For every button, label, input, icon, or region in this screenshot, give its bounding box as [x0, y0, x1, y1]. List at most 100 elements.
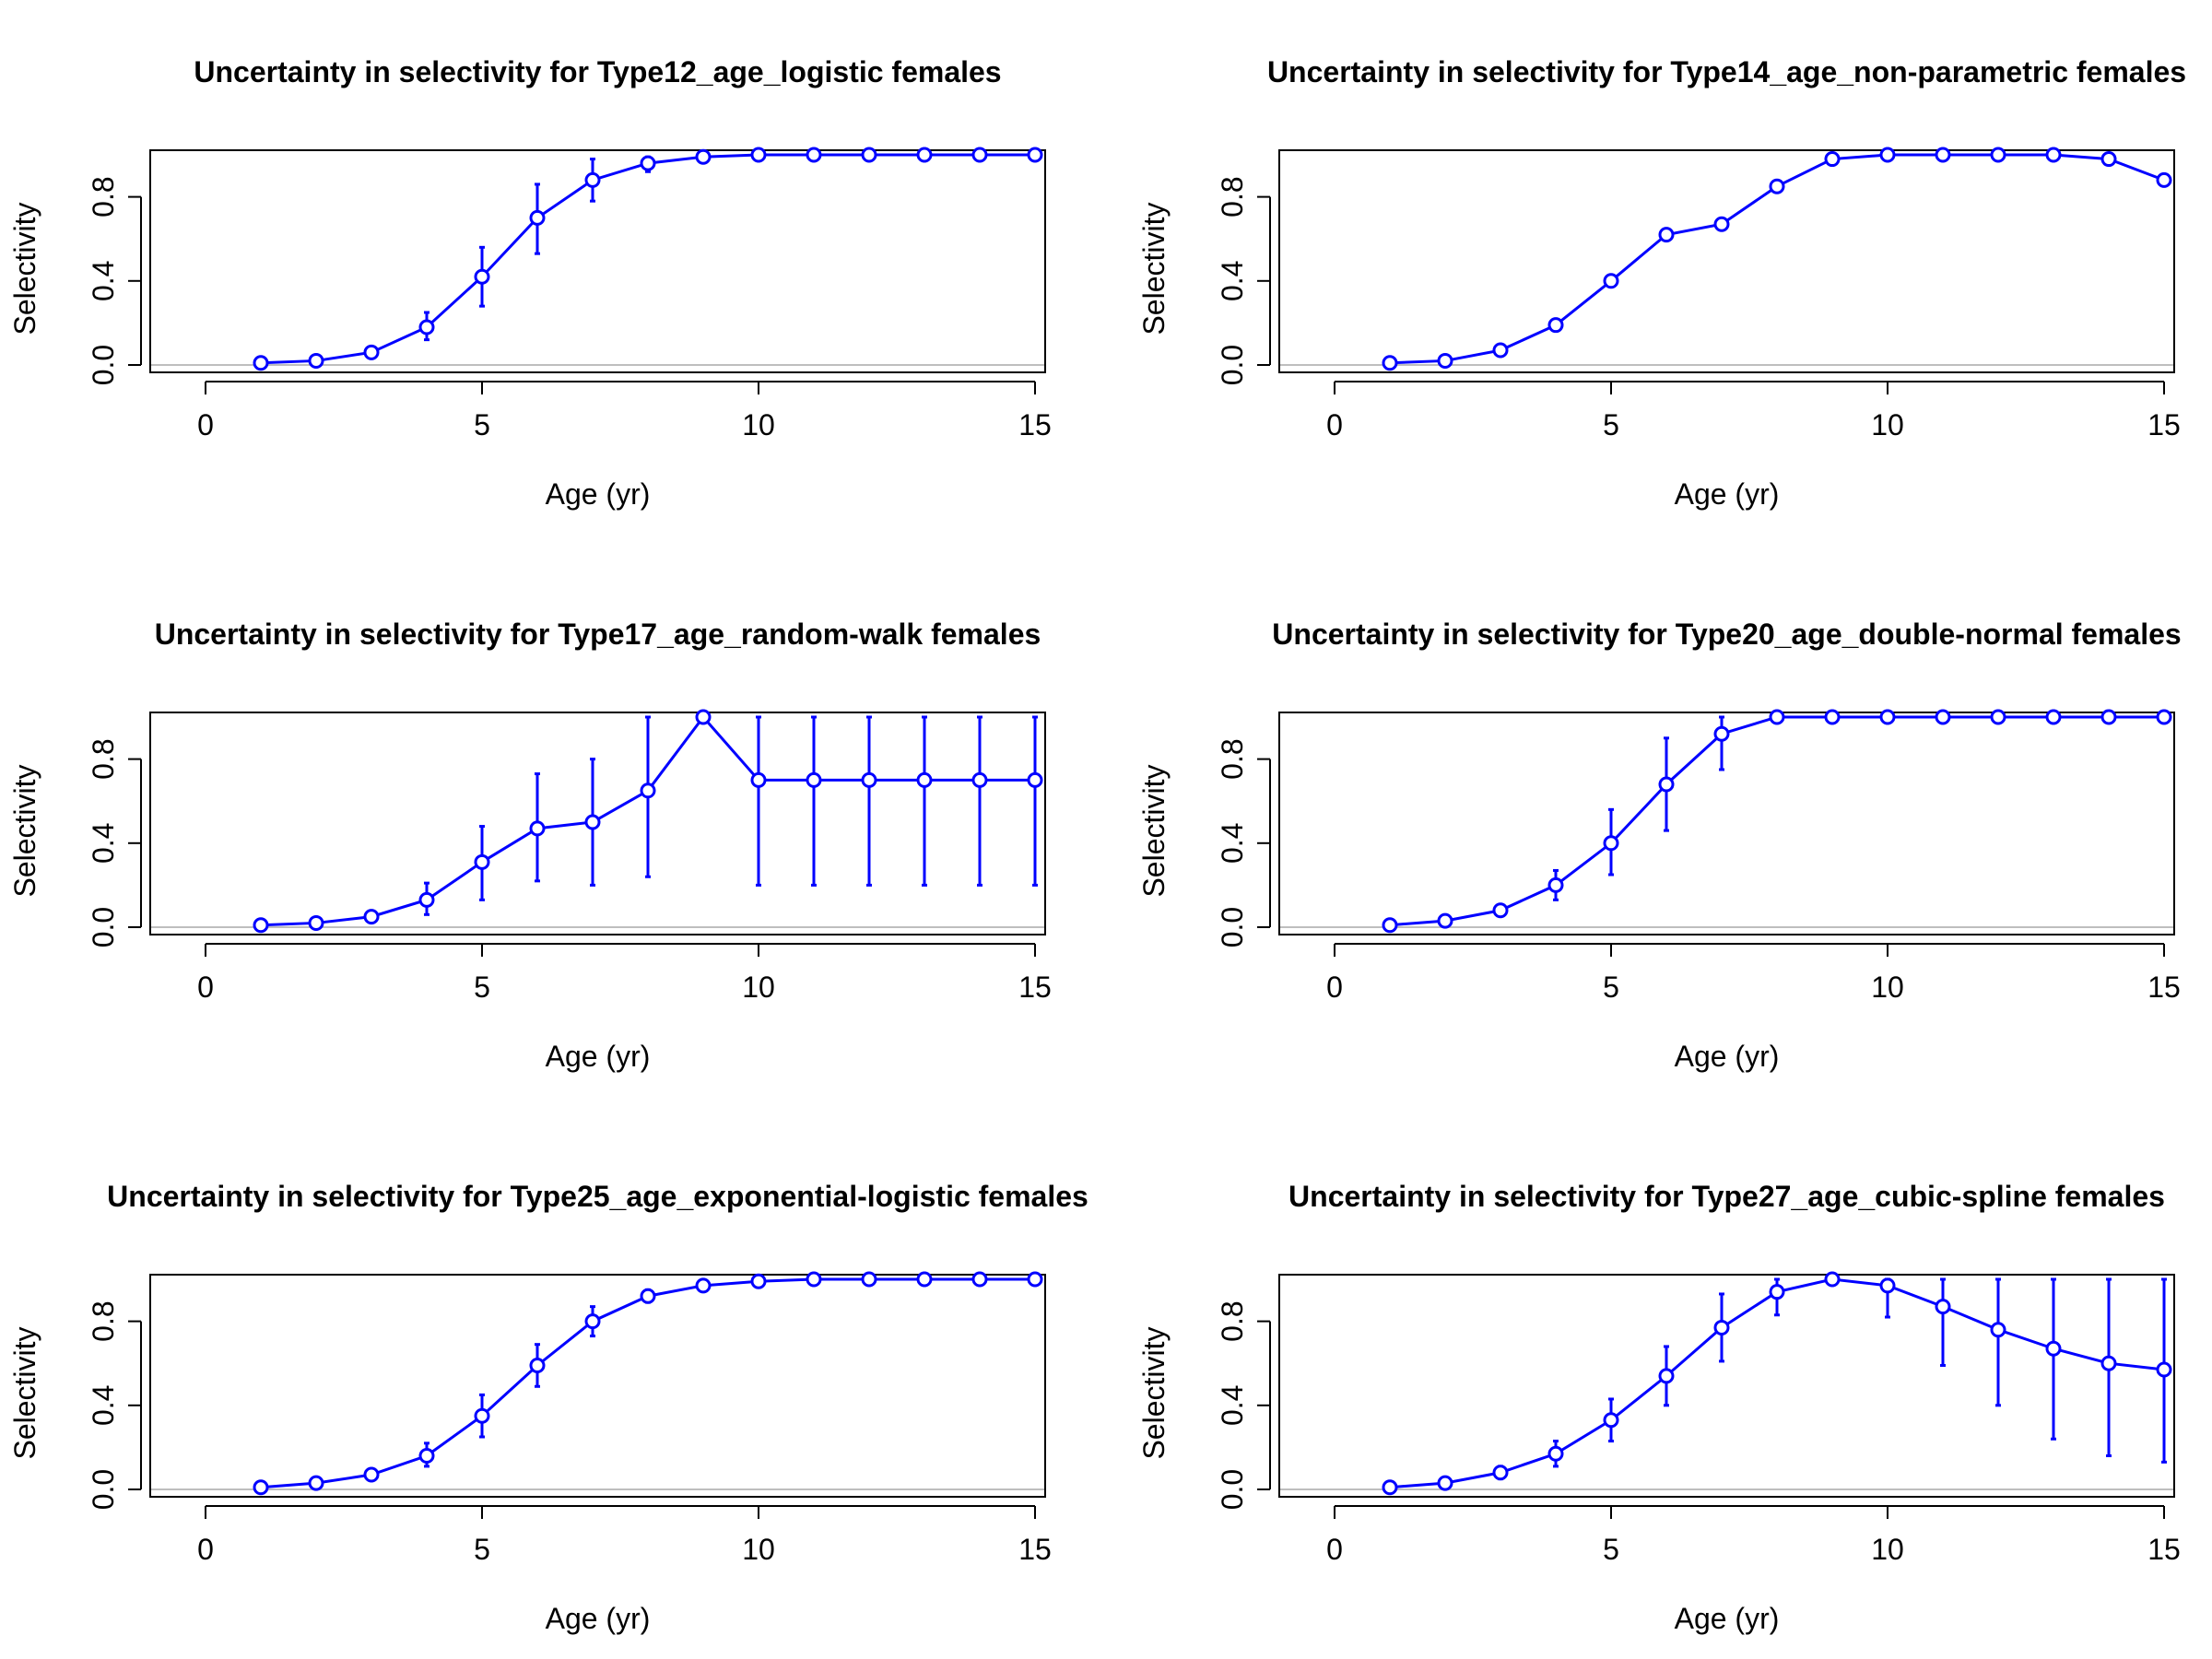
y-tick-label: 0.4	[1216, 1385, 1249, 1426]
data-point	[1769, 178, 1785, 194]
x-tick-label: 5	[474, 1533, 490, 1566]
data-point	[584, 814, 601, 830]
data-point	[2156, 1361, 2172, 1378]
x-tick-label: 0	[197, 408, 214, 441]
data-point	[584, 171, 601, 188]
data-point	[418, 891, 435, 908]
data-point	[253, 917, 269, 934]
data-point	[1990, 147, 2006, 163]
data-point	[1603, 835, 1619, 852]
x-tick-label: 0	[197, 1533, 214, 1566]
data-point	[2045, 1340, 2062, 1357]
y-axis-label: Selectivity	[1137, 764, 1171, 897]
data-point	[1027, 771, 1043, 788]
data-point	[750, 771, 767, 788]
data-point	[1382, 1479, 1398, 1496]
data-point	[584, 1313, 601, 1330]
data-point	[474, 268, 490, 285]
data-point	[1990, 709, 2006, 725]
x-tick-label: 10	[742, 1533, 775, 1566]
data-point	[1713, 1319, 1730, 1335]
data-point	[1713, 216, 1730, 232]
x-axis-label: Age (yr)	[546, 477, 651, 511]
selectivity-line	[260, 1277, 1035, 1489]
x-tick-label: 5	[1603, 1533, 1619, 1566]
chart-panel-1: Uncertainty in selectivity for Type12_ag…	[8, 55, 1052, 511]
data-point	[971, 147, 988, 163]
data-point	[916, 147, 933, 163]
x-tick-label: 0	[1326, 1533, 1343, 1566]
x-axis-label: Age (yr)	[1675, 1040, 1780, 1073]
y-axis-label: Selectivity	[1137, 1326, 1171, 1459]
x-tick-label: 5	[1603, 971, 1619, 1004]
data-point	[1658, 776, 1675, 793]
data-point	[1769, 1284, 1785, 1300]
data-point	[363, 344, 380, 360]
x-axis-label: Age (yr)	[1675, 1602, 1780, 1635]
data-point	[474, 853, 490, 870]
chart-title: Uncertainty in selectivity for Type17_ag…	[155, 618, 1041, 651]
data-point	[640, 782, 656, 799]
data-point	[1382, 917, 1398, 934]
data-point	[916, 1271, 933, 1288]
x-axis-label: Age (yr)	[1675, 477, 1780, 511]
y-tick-label: 0.8	[87, 176, 120, 217]
error-bar	[977, 715, 982, 887]
data-point	[861, 771, 877, 788]
data-point	[2045, 709, 2062, 725]
data-point	[1879, 147, 1896, 163]
data-point	[2156, 709, 2172, 725]
data-point	[2100, 151, 2117, 168]
chart-panel-6: Uncertainty in selectivity for Type27_ag…	[1137, 1180, 2181, 1635]
data-point	[308, 352, 324, 369]
data-point	[529, 209, 546, 226]
data-point	[1437, 1475, 1453, 1491]
data-point	[640, 155, 656, 171]
chart-title: Uncertainty in selectivity for Type27_ag…	[1288, 1180, 2165, 1213]
chart-panel-4: Uncertainty in selectivity for Type20_ag…	[1137, 618, 2182, 1073]
data-point	[308, 914, 324, 931]
y-tick-label: 0.0	[87, 907, 120, 947]
x-tick-label: 0	[197, 971, 214, 1004]
data-point	[1879, 1277, 1896, 1294]
data-point	[1603, 1412, 1619, 1429]
y-tick-label: 0.0	[1216, 1469, 1249, 1510]
x-tick-label: 0	[1326, 408, 1343, 441]
chart-title: Uncertainty in selectivity for Type25_ag…	[107, 1180, 1088, 1213]
data-point	[2045, 147, 2062, 163]
chart-title: Uncertainty in selectivity for Type14_ag…	[1267, 55, 2186, 88]
data-point	[1437, 912, 1453, 929]
y-tick-label: 0.4	[87, 261, 120, 301]
data-point	[1027, 147, 1043, 163]
plot-frame	[149, 1274, 1046, 1498]
y-tick-label: 0.8	[1216, 176, 1249, 217]
chart-title: Uncertainty in selectivity for Type20_ag…	[1272, 618, 2181, 651]
data-point	[1990, 1322, 2006, 1338]
x-tick-label: 15	[2147, 1533, 2181, 1566]
plot-frame	[1278, 1274, 2175, 1498]
x-tick-label: 5	[1603, 408, 1619, 441]
y-axis-label: Selectivity	[1137, 202, 1171, 335]
data-point	[806, 1271, 822, 1288]
x-tick-label: 15	[1018, 971, 1052, 1004]
data-point	[418, 319, 435, 335]
x-tick-label: 15	[1018, 1533, 1052, 1566]
data-point	[1492, 902, 1509, 919]
data-point	[363, 909, 380, 925]
x-tick-label: 0	[1326, 971, 1343, 1004]
y-axis-label: Selectivity	[8, 1326, 41, 1459]
error-bar	[1940, 1277, 1946, 1367]
x-tick-label: 10	[1871, 408, 1904, 441]
data-point	[2156, 171, 2172, 188]
x-tick-label: 15	[2147, 971, 2181, 1004]
y-tick-label: 0.8	[87, 738, 120, 779]
error-bar	[2051, 1277, 2056, 1441]
data-point	[1492, 342, 1509, 359]
data-point	[640, 1288, 656, 1304]
data-point	[1935, 1299, 1951, 1315]
selectivity-line	[1389, 715, 2164, 927]
data-point	[529, 1357, 546, 1373]
data-point	[529, 820, 546, 837]
data-point	[1658, 1368, 1675, 1384]
